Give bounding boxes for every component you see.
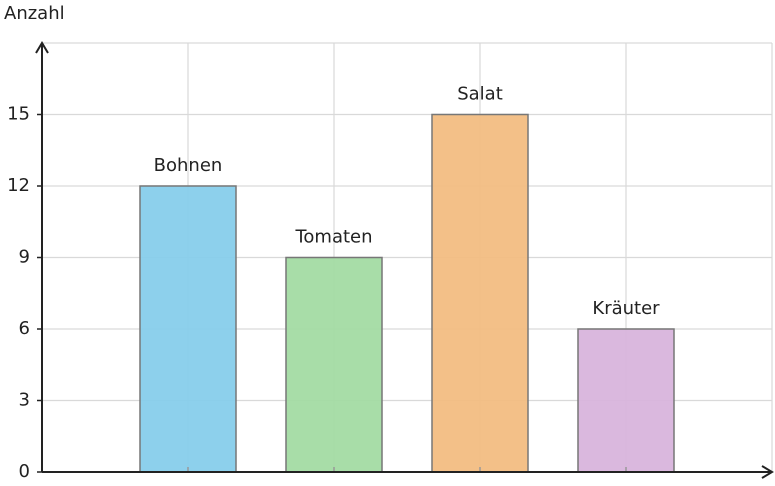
y-axis-label: Anzahl (4, 3, 65, 24)
y-tick-label: 6 (19, 318, 30, 339)
y-tick-label: 12 (7, 175, 30, 196)
bar (139, 185, 237, 473)
bar (431, 113, 529, 473)
y-tick-label: 15 (7, 104, 30, 125)
bar (285, 256, 383, 473)
x-axis-arrow (761, 465, 774, 479)
bar-label: Tomaten (294, 227, 372, 248)
y-tick-label: 9 (19, 247, 30, 268)
bar (577, 328, 675, 473)
bar-label: Kräuter (592, 298, 660, 319)
bar-label: Salat (457, 84, 503, 105)
bar-label: Bohnen (154, 155, 223, 176)
y-tick-label: 3 (19, 390, 30, 411)
y-tick-label: 0 (19, 461, 30, 482)
y-axis-arrow (35, 41, 49, 54)
